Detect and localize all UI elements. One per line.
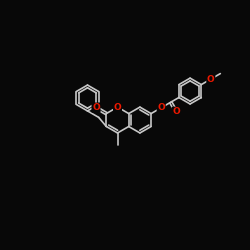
Text: O: O (207, 74, 215, 84)
Text: O: O (157, 103, 165, 112)
Text: O: O (172, 107, 180, 116)
Text: O: O (114, 102, 122, 112)
Text: O: O (92, 103, 100, 112)
